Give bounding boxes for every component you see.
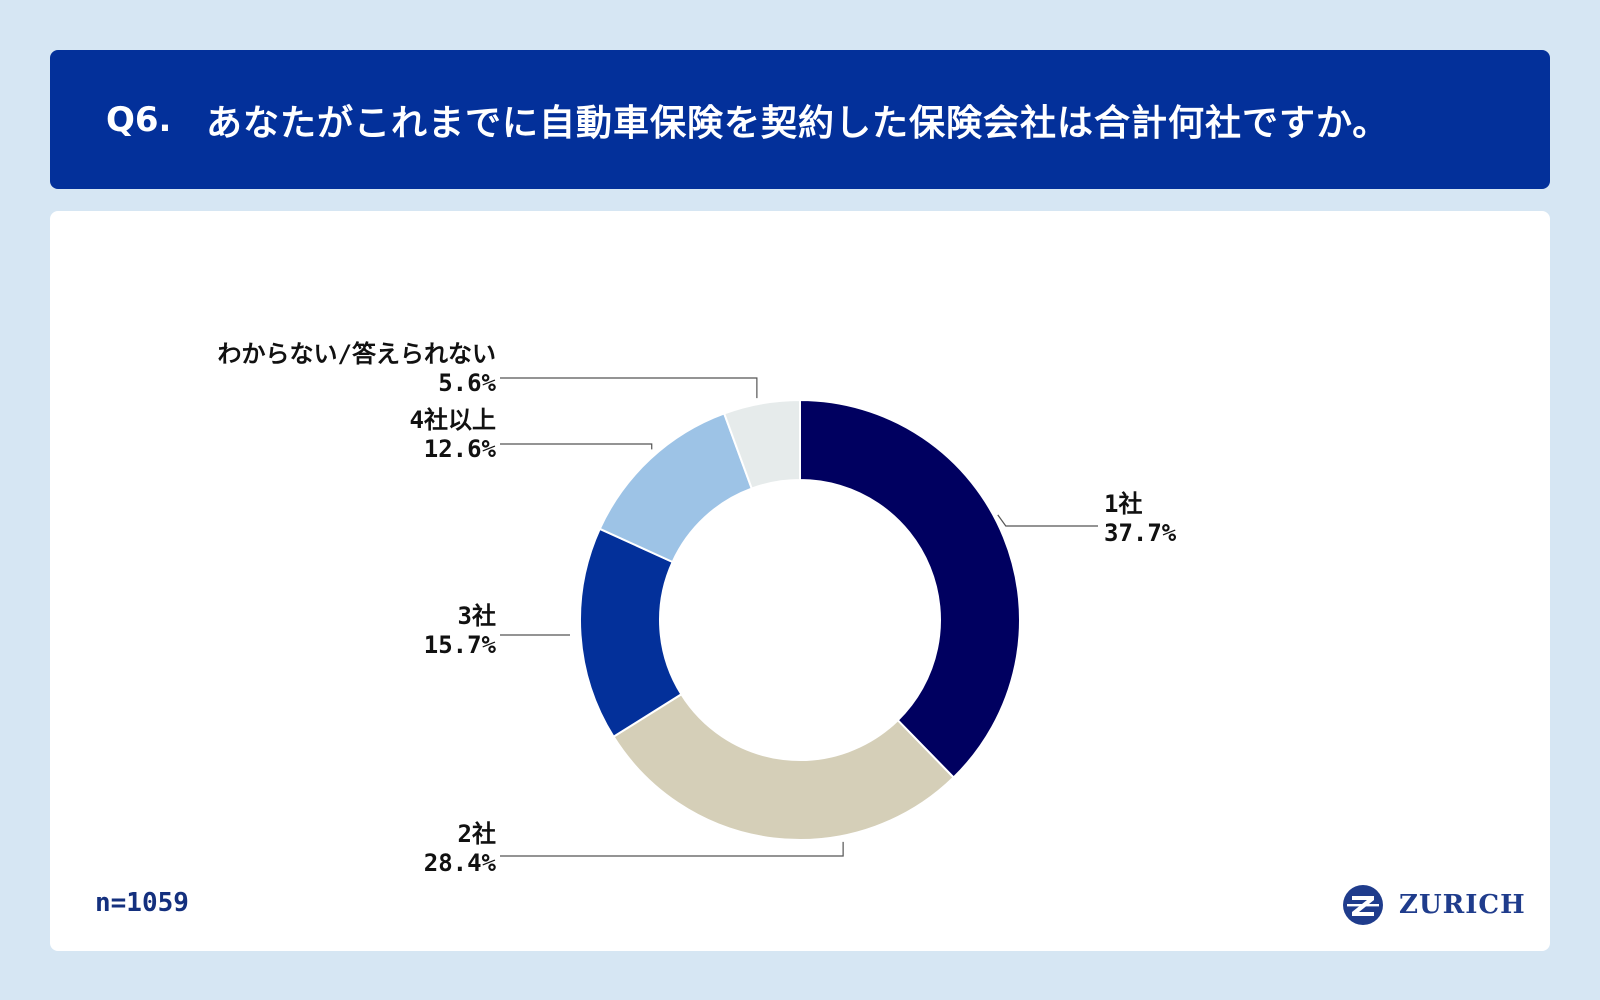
slice-value-label-0: 37.7% — [1104, 519, 1177, 547]
question-text: あなたがこれまでに自動車保険を契約した保険会社は合計何社ですか。 — [206, 102, 1390, 144]
slice-category-label-0: 1社 — [1104, 490, 1142, 518]
donut-slice-3 — [598, 412, 754, 564]
question-header: Q6. あなたがこれまでに自動車保険を契約した保険会社は合計何社ですか。 — [50, 50, 1550, 189]
chart-leader-lines — [500, 377, 1098, 857]
donut-slice-0 — [799, 398, 1021, 779]
slice-category-label-2: 3社 — [458, 602, 496, 630]
donut-slice-4 — [722, 398, 801, 490]
leader-line-1 — [500, 841, 844, 857]
slice-value-label-3: 12.6% — [424, 435, 497, 463]
leader-line-4 — [500, 377, 758, 399]
zurich-logo: ZURICH — [1343, 884, 1526, 926]
brand-name: ZURICH — [1399, 890, 1526, 920]
slice-category-label-4: わからない/答えられない — [218, 340, 496, 368]
question-number: Q6. — [106, 99, 172, 140]
leader-line-0 — [997, 514, 1098, 527]
donut-slice-1 — [612, 692, 956, 841]
slice-category-label-1: 2社 — [458, 820, 496, 848]
zurich-z-logo-icon — [1343, 885, 1383, 925]
slice-value-label-1: 28.4% — [424, 849, 497, 877]
slice-value-label-2: 15.7% — [424, 631, 497, 659]
slice-category-label-3: 4社以上 — [410, 406, 496, 434]
sample-size-label: n=1059 — [95, 888, 189, 918]
chart-slices — [579, 398, 1021, 841]
leader-line-3 — [500, 443, 653, 450]
slice-value-label-4: 5.6% — [438, 369, 496, 397]
